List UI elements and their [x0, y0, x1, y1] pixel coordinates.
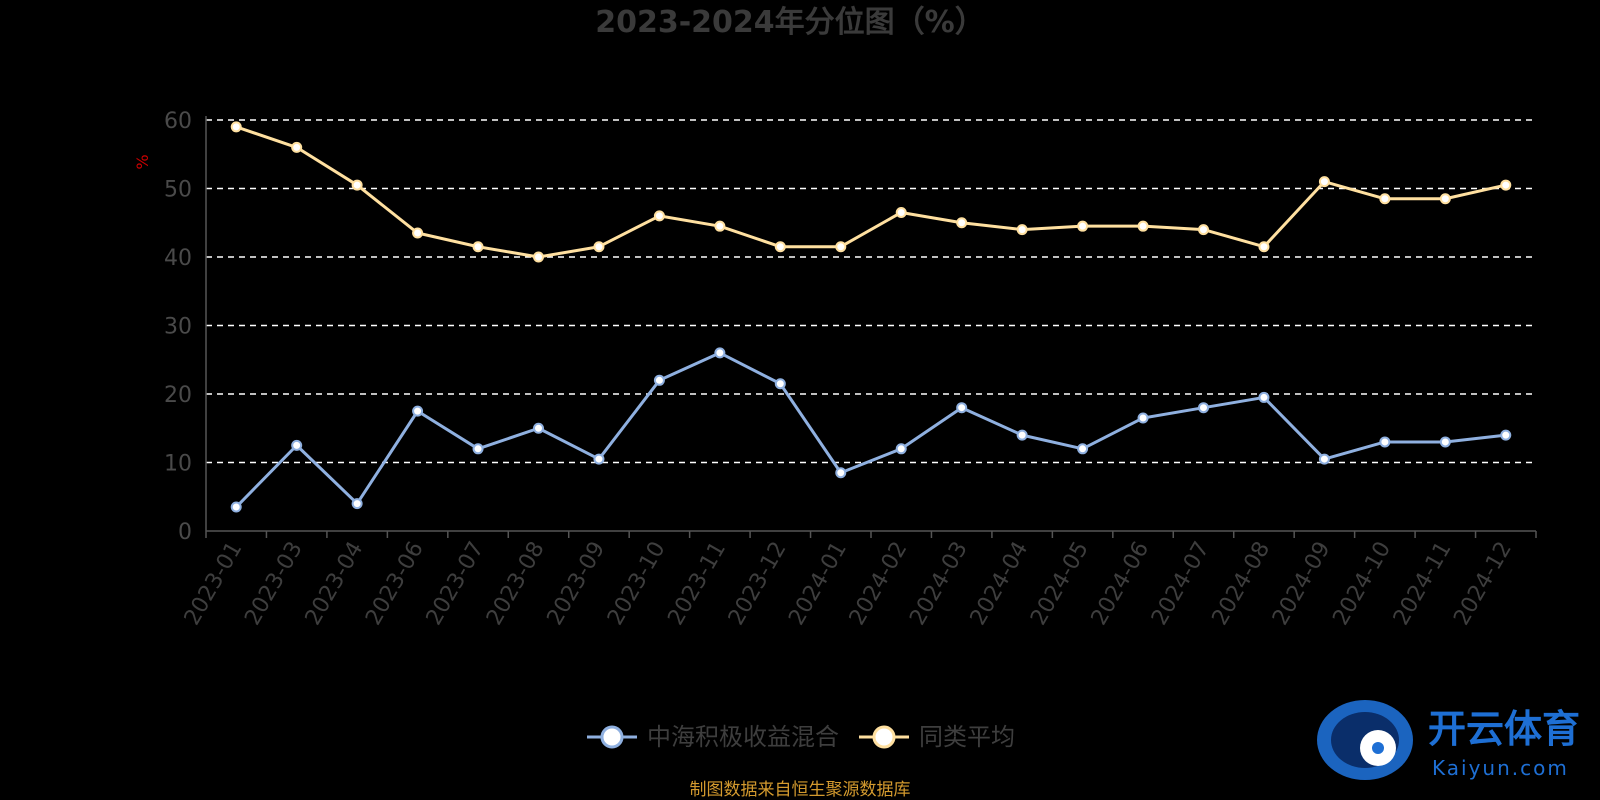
series-line [235, 125, 1507, 259]
x-tick-label: 2024-05 [1026, 538, 1094, 630]
series-1 [230, 347, 1512, 513]
data-point[interactable] [653, 374, 665, 386]
y-tick-labels: 0 10 20 30 40 50 60 [164, 109, 192, 545]
data-point[interactable] [1439, 193, 1451, 205]
y-tick-label: 10 [164, 452, 192, 477]
data-point[interactable] [1439, 436, 1451, 448]
x-tick-label: 2024-04 [966, 538, 1034, 630]
y-tick-label: 30 [164, 315, 192, 340]
data-point[interactable] [1077, 443, 1089, 455]
data-point[interactable] [412, 227, 424, 239]
data-point[interactable] [1379, 193, 1391, 205]
x-tick-label: 2024-06 [1087, 538, 1155, 630]
x-tick-label: 2024-03 [905, 538, 973, 630]
data-point[interactable] [291, 141, 303, 153]
data-point[interactable] [472, 241, 484, 253]
x-tick-label: 2023-09 [543, 538, 611, 630]
y-tick-label: 0 [178, 520, 192, 545]
y-tick-label: 50 [164, 178, 192, 203]
x-tick-label: 2024-09 [1268, 538, 1336, 630]
x-tick-label: 2024-02 [845, 538, 913, 630]
data-point[interactable] [1137, 220, 1149, 232]
x-tick-label: 2023-10 [603, 538, 671, 630]
data-point[interactable] [412, 405, 424, 417]
x-tick-label: 2024-12 [1449, 538, 1517, 630]
legend-swatch-marker [600, 725, 624, 749]
x-tick-label: 2024-08 [1208, 538, 1276, 630]
data-point[interactable] [1318, 176, 1330, 188]
x-tick-label: 2023-03 [240, 538, 308, 630]
data-point[interactable] [230, 501, 242, 513]
x-tick-label: 2024-11 [1389, 538, 1457, 630]
y-tick-label: 60 [164, 109, 192, 134]
gridlines [206, 119, 1536, 464]
data-point[interactable] [895, 206, 907, 218]
data-point[interactable] [1318, 453, 1330, 465]
data-point[interactable] [1077, 220, 1089, 232]
data-point[interactable] [351, 179, 363, 191]
data-point[interactable] [895, 443, 907, 455]
axes [205, 116, 1537, 538]
series-2 [230, 121, 1512, 263]
legend[interactable]: 中海积极收益混合 同类平均 [587, 723, 1015, 751]
data-point[interactable] [593, 241, 605, 253]
series-lines [230, 121, 1512, 513]
data-point[interactable] [1500, 179, 1512, 191]
legend-label-series-2: 同类平均 [919, 723, 1015, 751]
x-tick-label: 2023-01 [180, 538, 248, 630]
data-point[interactable] [774, 378, 786, 390]
x-tick-label: 2023-11 [663, 538, 731, 630]
data-point[interactable] [1500, 429, 1512, 441]
y-axis-unit: % [133, 154, 152, 169]
x-tick-labels: 2023-012023-032023-042023-062023-072023-… [180, 538, 1517, 630]
data-point[interactable] [956, 402, 968, 414]
data-point[interactable] [835, 241, 847, 253]
legend-item-series-1[interactable]: 中海积极收益混合 [587, 723, 839, 751]
data-point[interactable] [653, 210, 665, 222]
data-point[interactable] [1379, 436, 1391, 448]
source-note: 制图数据来自恒生聚源数据库 [690, 780, 911, 800]
data-point[interactable] [956, 217, 968, 229]
data-point[interactable] [774, 241, 786, 253]
kaiyun-logo-icon: 开云体育 Kaiyun.com [1317, 700, 1580, 780]
legend-item-series-2[interactable]: 同类平均 [859, 723, 1015, 751]
data-point[interactable] [1137, 412, 1149, 424]
x-tick-label: 2024-01 [784, 538, 852, 630]
x-tick-label: 2024-07 [1147, 538, 1215, 630]
data-point[interactable] [1016, 224, 1028, 236]
data-point[interactable] [291, 439, 303, 451]
chart-title: 2023-2024年分位图（%） [595, 5, 985, 40]
data-point[interactable] [351, 498, 363, 510]
data-point[interactable] [714, 347, 726, 359]
data-point[interactable] [714, 220, 726, 232]
series-line [235, 351, 1506, 509]
legend-swatch-marker [872, 725, 896, 749]
y-tick-label: 20 [164, 383, 192, 408]
data-point[interactable] [1198, 224, 1209, 236]
data-point[interactable] [472, 443, 484, 455]
x-tick-label: 2024-10 [1328, 538, 1396, 630]
x-tick-label: 2023-04 [301, 538, 369, 630]
data-point[interactable] [230, 121, 242, 133]
watermark-brand: 开云体育 [1428, 707, 1580, 751]
data-point[interactable] [593, 453, 605, 465]
x-tick-label: 2023-08 [482, 538, 550, 630]
x-tick-label: 2023-07 [422, 538, 490, 630]
watermark-url: Kaiyun.com [1432, 756, 1569, 780]
x-tick-label: 2023-12 [724, 538, 792, 630]
data-point[interactable] [1258, 391, 1270, 403]
data-point[interactable] [1016, 429, 1028, 441]
data-point[interactable] [1258, 241, 1270, 253]
data-point[interactable] [835, 467, 847, 479]
data-point[interactable] [533, 422, 544, 434]
x-tick-label: 2023-06 [361, 538, 429, 630]
legend-label-series-1: 中海积极收益混合 [647, 723, 839, 751]
data-point[interactable] [533, 251, 544, 263]
data-point[interactable] [1198, 402, 1209, 414]
y-tick-label: 40 [164, 246, 192, 271]
